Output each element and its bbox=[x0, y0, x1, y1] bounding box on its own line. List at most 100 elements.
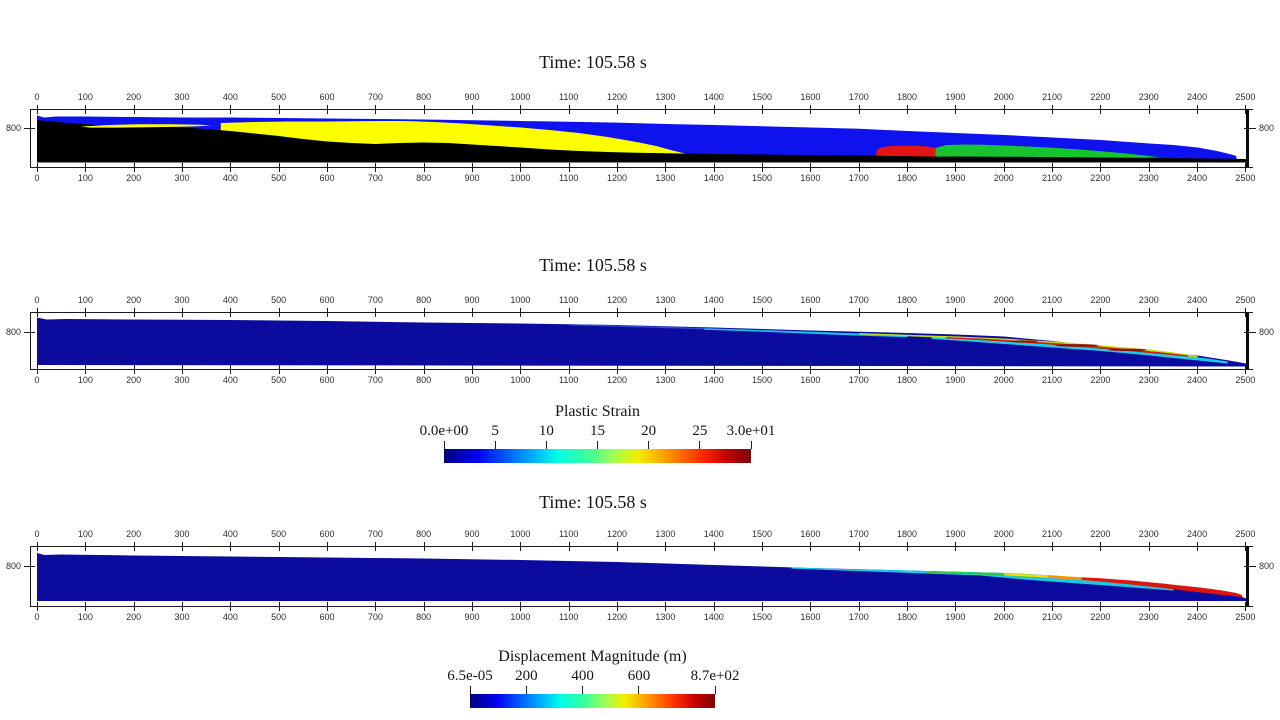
x-tick bbox=[1197, 163, 1199, 172]
x-tick bbox=[762, 365, 764, 374]
x-tick bbox=[907, 308, 909, 317]
x-tick-label: 1300 bbox=[655, 612, 676, 622]
x-tick bbox=[182, 542, 183, 551]
x-tick bbox=[1148, 163, 1150, 172]
colorbar-tick bbox=[638, 686, 640, 694]
x-tick bbox=[133, 308, 135, 317]
colorbar-tick-label: 0.0e+00 bbox=[419, 423, 469, 439]
plastic-strain-plot bbox=[37, 317, 1246, 367]
x-tick-label: 0 bbox=[34, 92, 40, 102]
x-tick-label: 2300 bbox=[1138, 612, 1159, 622]
x-tick-label: 1900 bbox=[945, 92, 966, 102]
x-tick bbox=[1003, 308, 1005, 317]
x-tick-label: 300 bbox=[174, 529, 190, 539]
x-tick bbox=[665, 105, 667, 114]
x-tick bbox=[423, 163, 425, 172]
x-tick bbox=[955, 365, 957, 374]
x-tick bbox=[1245, 542, 1247, 551]
x-tick bbox=[713, 308, 715, 317]
colorbar-tick-label: 8.7e+02 bbox=[690, 668, 740, 684]
x-tick bbox=[810, 542, 812, 551]
x-tick bbox=[375, 542, 377, 551]
x-tick bbox=[472, 542, 474, 551]
x-tick-label: 1800 bbox=[897, 295, 918, 305]
x-tick bbox=[1003, 542, 1005, 551]
x-tick bbox=[327, 602, 329, 611]
x-tick-label: 200 bbox=[126, 92, 142, 102]
x-tick-label: 100 bbox=[77, 92, 93, 102]
x-tick-label: 2300 bbox=[1138, 173, 1159, 183]
x-tick bbox=[955, 542, 957, 551]
colorbar-tick-label: 10 bbox=[538, 423, 554, 439]
x-tick bbox=[1148, 542, 1150, 551]
x-tick-label: 1500 bbox=[752, 92, 773, 102]
x-tick-label: 2000 bbox=[993, 612, 1014, 622]
x-tick bbox=[375, 163, 377, 172]
x-tick-label: 1200 bbox=[607, 375, 628, 385]
x-tick-label: 1700 bbox=[848, 612, 869, 622]
y-tick-label: 800 bbox=[1259, 561, 1275, 571]
x-tick-label: 100 bbox=[77, 295, 93, 305]
x-tick-label: 900 bbox=[464, 612, 480, 622]
x-tick-label: 500 bbox=[271, 92, 287, 102]
x-tick bbox=[1148, 602, 1150, 611]
x-tick bbox=[810, 105, 812, 114]
x-tick-label: 1000 bbox=[510, 375, 531, 385]
x-tick bbox=[278, 105, 280, 114]
x-tick bbox=[665, 602, 667, 611]
x-tick bbox=[520, 308, 522, 317]
colorbar-tick-label: 3.0e+01 bbox=[726, 423, 776, 439]
x-tick-label: 0 bbox=[34, 375, 40, 385]
x-tick-label: 2100 bbox=[1042, 529, 1063, 539]
x-tick bbox=[423, 542, 425, 551]
colorbar-tick bbox=[582, 686, 584, 694]
x-tick bbox=[1148, 105, 1150, 114]
x-tick-label: 1500 bbox=[752, 612, 773, 622]
x-tick bbox=[858, 602, 860, 611]
x-tick-label: 2400 bbox=[1187, 92, 1208, 102]
x-tick bbox=[375, 308, 377, 317]
colorbar-title: Plastic Strain bbox=[555, 403, 640, 420]
x-tick bbox=[955, 105, 957, 114]
axis-line bbox=[30, 606, 1253, 607]
x-tick-label: 2400 bbox=[1187, 375, 1208, 385]
panel2-title: Time: 105.58 s bbox=[539, 255, 647, 275]
x-tick-label: 1000 bbox=[510, 173, 531, 183]
x-tick bbox=[810, 308, 812, 317]
x-tick bbox=[230, 542, 232, 551]
panel1-title: Time: 105.58 s bbox=[539, 52, 647, 72]
y-tick-label: 800 bbox=[1259, 326, 1275, 337]
x-tick-label: 600 bbox=[319, 375, 335, 385]
x-tick bbox=[472, 105, 474, 114]
x-tick bbox=[278, 365, 280, 374]
x-tick-label: 600 bbox=[319, 612, 335, 622]
x-tick-label: 1600 bbox=[800, 92, 821, 102]
x-tick bbox=[133, 163, 135, 172]
x-tick bbox=[1052, 602, 1054, 611]
x-tick-label: 1400 bbox=[703, 529, 724, 539]
axis-line bbox=[30, 546, 1253, 547]
x-tick bbox=[520, 105, 522, 114]
x-tick-label: 1600 bbox=[800, 295, 821, 305]
displacement-body-low bbox=[37, 553, 1246, 601]
x-tick bbox=[1148, 308, 1150, 317]
displacement-band-green bbox=[926, 571, 1048, 579]
x-tick-label: 1100 bbox=[559, 375, 579, 385]
x-tick bbox=[1052, 163, 1054, 172]
x-tick-label: 1100 bbox=[559, 295, 579, 305]
x-tick-label: 1400 bbox=[703, 173, 724, 183]
strain-body-low bbox=[37, 317, 1246, 367]
x-tick bbox=[520, 365, 522, 374]
x-tick-label: 500 bbox=[271, 375, 287, 385]
x-tick-label: 2000 bbox=[993, 375, 1014, 385]
x-tick-label: 1900 bbox=[945, 173, 966, 183]
x-tick-label: 1200 bbox=[607, 529, 628, 539]
x-tick bbox=[1245, 308, 1247, 317]
x-tick bbox=[327, 308, 329, 317]
x-tick bbox=[858, 542, 860, 551]
x-tick bbox=[907, 602, 909, 611]
x-tick-label: 2400 bbox=[1187, 612, 1208, 622]
x-tick-label: 1100 bbox=[559, 612, 579, 622]
x-tick bbox=[182, 308, 183, 317]
